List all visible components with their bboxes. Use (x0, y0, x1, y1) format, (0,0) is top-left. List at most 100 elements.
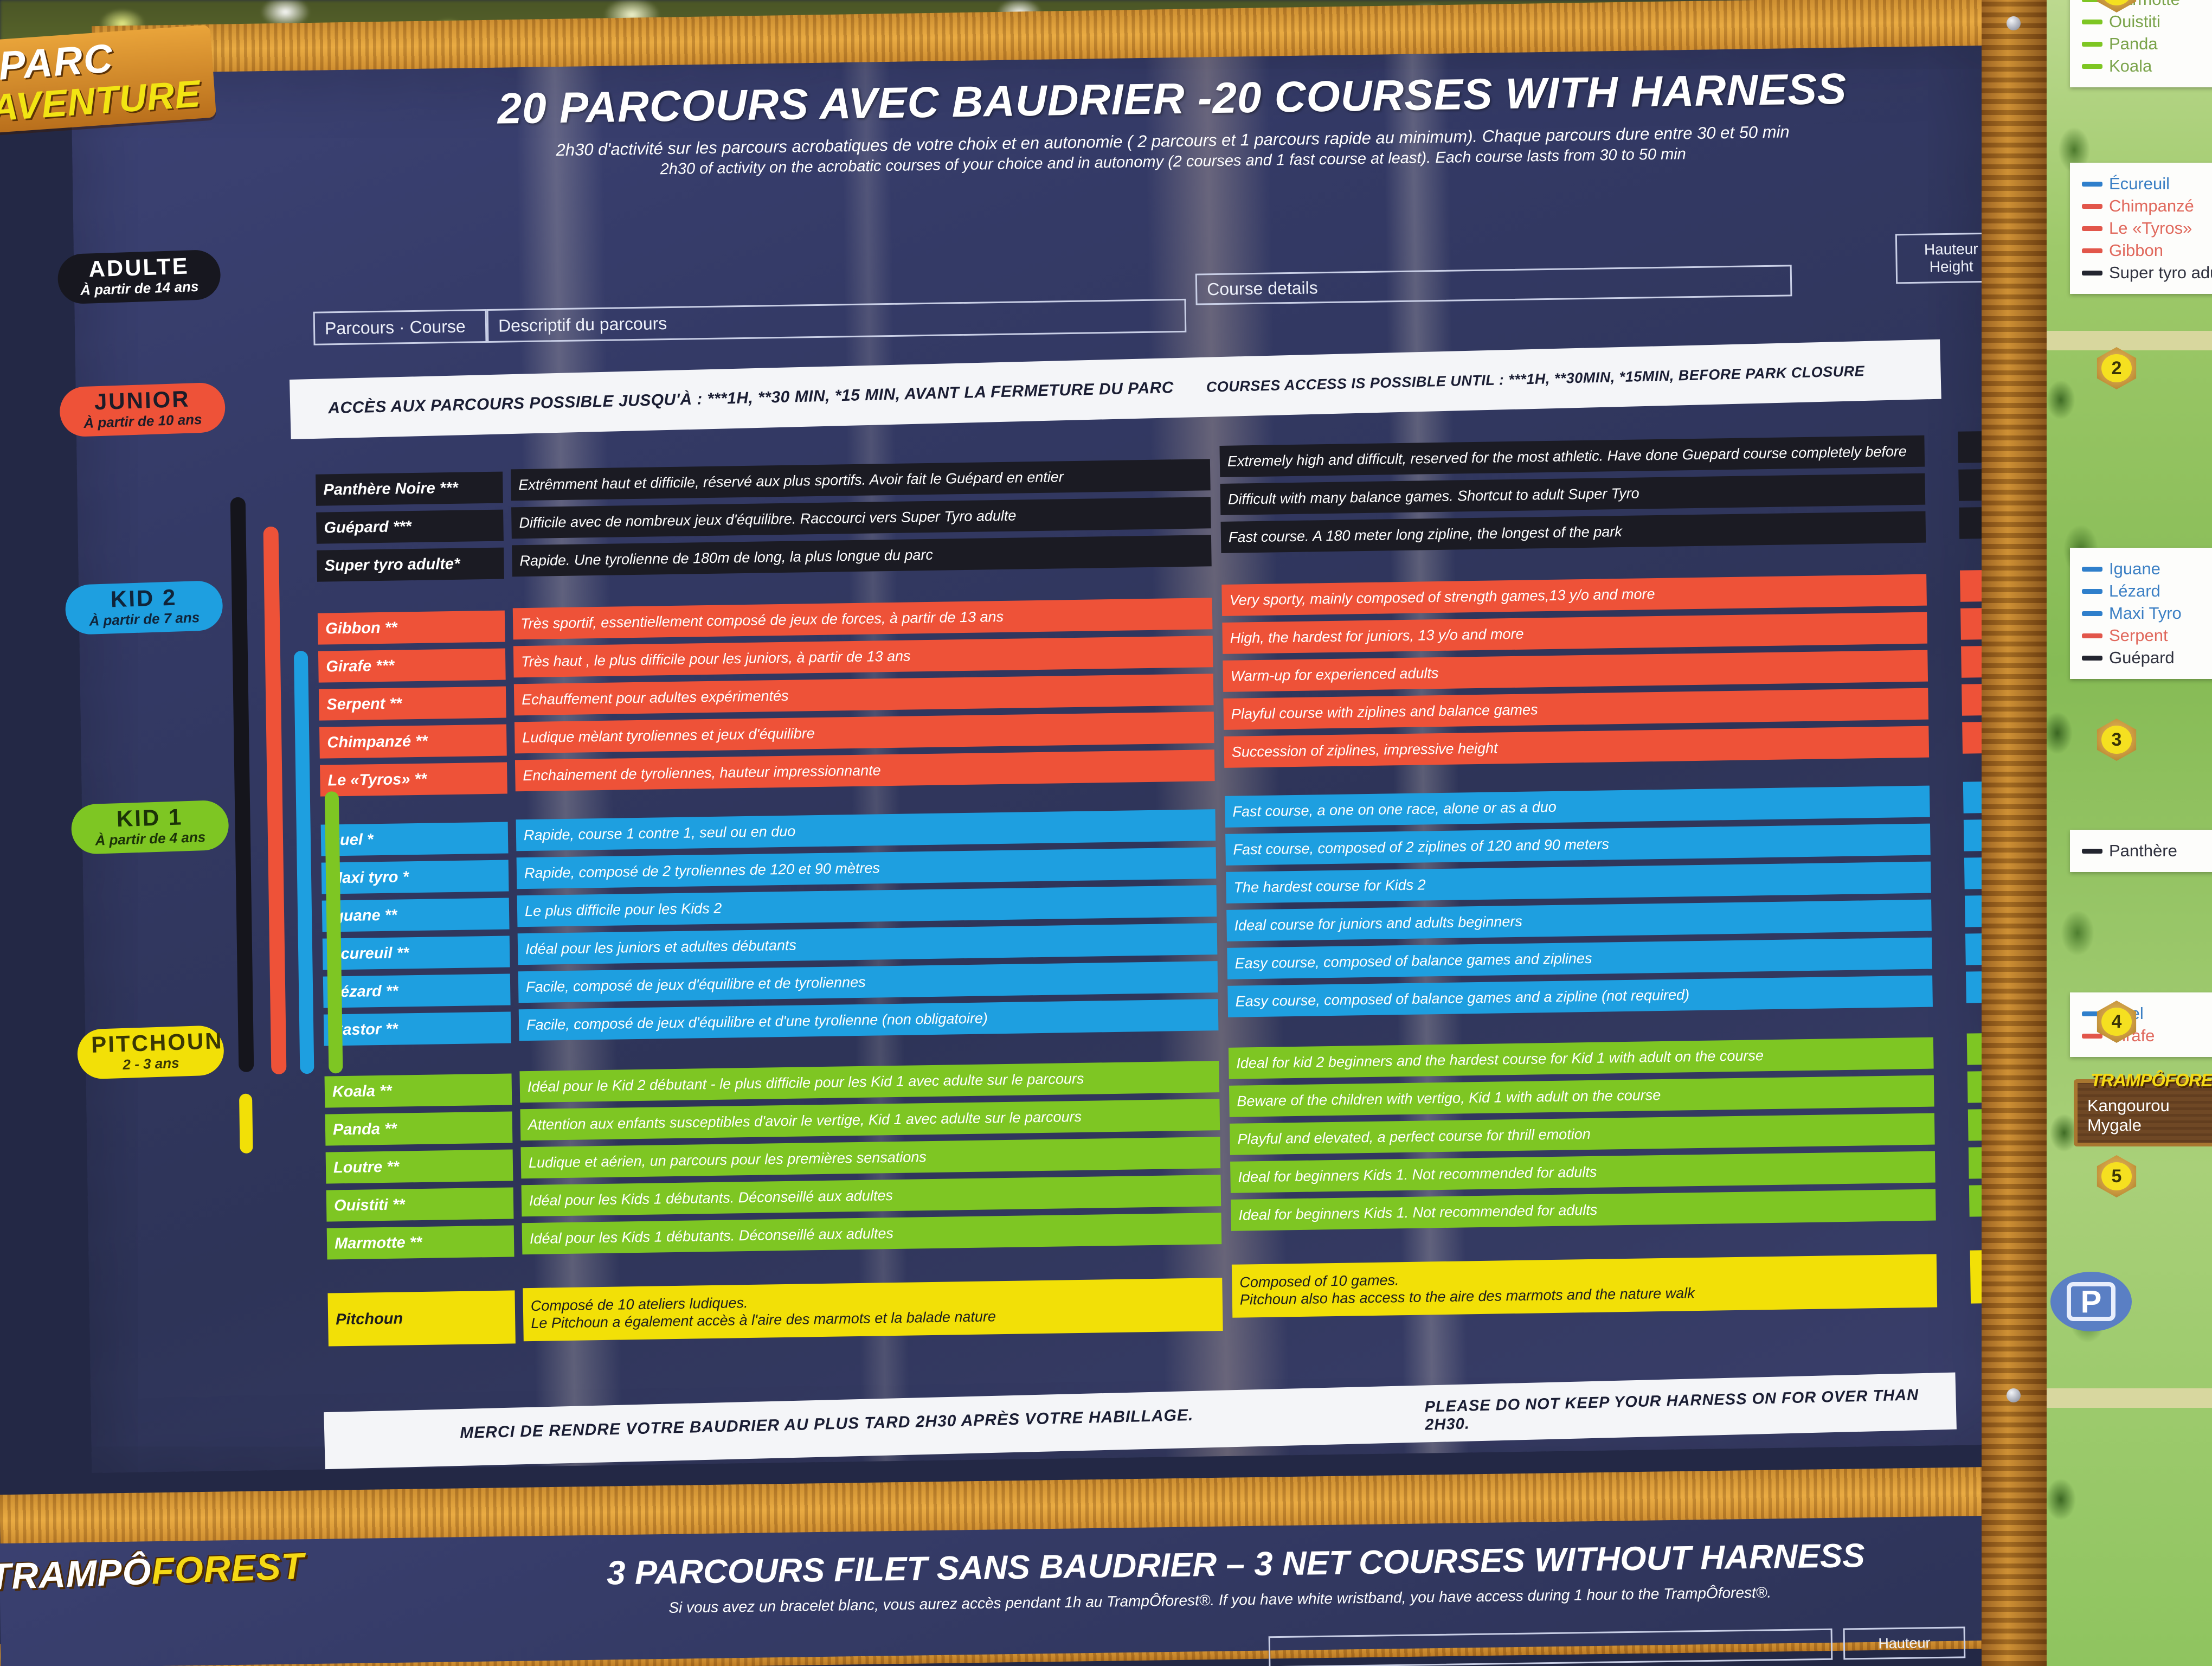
course-details-cell: Ideal for beginners Kids 1. Not recommen… (1231, 1189, 1936, 1231)
legend-dash-icon (2082, 248, 2102, 253)
legend-dash-icon (2082, 203, 2102, 209)
legend-dash-icon (2082, 0, 2102, 2)
course-description-cell: Enchainement de tyroliennes, hauteur imp… (515, 749, 1215, 792)
map-legend-label: Gibbon (2109, 241, 2163, 260)
category-age: À partir de 14 ans (80, 278, 199, 299)
course-details-cell: Playful and elevated, a perfect course f… (1230, 1113, 1935, 1155)
legend-dash-icon (2082, 848, 2102, 854)
trampoforest-title: 3 PARCOURS FILET SANS BAUDRIER – 3 NET C… (606, 1537, 1866, 1592)
course-details-cell: Easy course, composed of balance games a… (1227, 975, 1933, 1017)
legend-dash-icon (2082, 270, 2102, 275)
course-name-cell: Loutre ** (325, 1149, 513, 1184)
map-legend-item: Koala (2082, 56, 2212, 76)
course-name-cell: Duel * (320, 822, 509, 856)
category-name: KID 1 (116, 804, 184, 832)
course-description-cell: Attention aux enfants susceptibles d'avo… (520, 1099, 1220, 1141)
course-details-cell: Ideal for kid 2 beginners and the hardes… (1228, 1037, 1934, 1079)
map-legend-label: Mygale (2087, 1116, 2142, 1135)
course-name-cell: Panthère Noire *** (316, 471, 503, 506)
map-legend-label: Guépard (2109, 648, 2175, 667)
course-details-cell: Beware of the children with vertigo, Kid… (1229, 1075, 1934, 1117)
course-details-cell: Extremely high and difficult, reserved f… (1219, 435, 1925, 477)
map-legend-label: Écureuil (2109, 174, 2170, 193)
map-marker-number: 5 (2101, 1162, 2132, 1190)
parking-icon: P (2050, 1272, 2132, 1331)
age-category-legend: ADULTE À partir de 14 ans JUNIOR À parti… (57, 249, 343, 1154)
course-name-cell: Gibbon ** (317, 610, 505, 645)
map-legend-label: Super tyro adulte (2109, 263, 2212, 282)
legend-dash-icon (2082, 1011, 2102, 1016)
map-marker-number: 3 (2101, 726, 2132, 754)
map-legend-label: Serpent (2109, 626, 2168, 645)
course-details-cell: Succession of ziplines, impressive heigh… (1224, 726, 1930, 768)
map-path (2044, 1388, 2212, 1408)
legend-dash-icon (2082, 655, 2102, 661)
course-name-cell: Panda ** (325, 1111, 513, 1146)
map-legend-label: Le «Tyros» (2109, 219, 2192, 238)
screw-icon (2007, 1388, 2021, 1402)
course-name-cell: Serpent ** (318, 686, 506, 721)
harness-courses-panel: 20 PARCOURS AVEC BAUDRIER -20 COURSES WI… (57, 45, 2061, 1473)
course-description-cell: Idéal pour les Kids 1 débutants. Déconse… (521, 1175, 1221, 1217)
category-badge-pitchoun: PITCHOUN 2 - 3 ans (76, 1025, 225, 1080)
map-legend-label: Chimpanzé (2109, 196, 2194, 215)
map-legend-item: Le «Tyros» (2082, 219, 2212, 238)
harness-return-notice-en: PLEASE DO NOT KEEP YOUR HARNESS ON FOR O… (1424, 1386, 1919, 1434)
legend-dash-icon (2082, 588, 2102, 594)
course-name-cell: Maxi tyro * (321, 860, 509, 894)
access-notice-band: ACCÈS AUX PARCOURS POSSIBLE JUSQU'À : **… (290, 339, 1941, 439)
category-badge-kid2: KID 2 À partir de 7 ans (65, 580, 224, 636)
column-header-details: Course details (1195, 265, 1792, 305)
trampoforest-logo-part1: TRAMPÔ (0, 1550, 152, 1598)
wooden-post (1982, 0, 2047, 1666)
course-description-cell: Idéal pour les juniors et adultes débuta… (517, 923, 1218, 965)
park-map-panel: 1MarmotteOuistitiPandaKoala2ÉcureuilChim… (2044, 0, 2212, 1666)
course-name-cell: Girafe *** (318, 648, 506, 683)
course-details-cell: Very sporty, mainly composed of strength… (1221, 574, 1927, 616)
map-legend-item: Écureuil (2082, 174, 2212, 194)
course-details-cell: High, the hardest for juniors, 13 y/o an… (1222, 612, 1928, 654)
legend-dash-icon (2082, 63, 2102, 69)
category-name: KID 2 (110, 584, 178, 612)
map-legend-item: Panthère (2082, 841, 2212, 861)
harness-return-notice: MERCI DE RENDRE VOTRE BAUDRIER AU PLUS T… (324, 1372, 1957, 1470)
course-description-cell: Ludique mèlant tyroliennes et jeux d'équ… (514, 712, 1214, 754)
panel-header: 20 PARCOURS AVEC BAUDRIER -20 COURSES WI… (385, 62, 1959, 183)
map-legend-item: Lézard (2082, 581, 2212, 601)
map-legend-label: Kangourou (2087, 1096, 2170, 1115)
course-description-cell: Composé de 10 ateliers ludiques. Le Pitc… (523, 1278, 1223, 1342)
legend-dash-icon (2082, 611, 2102, 616)
course-description-cell: Ludique et aérien, un parcours pour les … (520, 1137, 1221, 1179)
legend-dash-icon (2082, 41, 2102, 47)
category-badge-kid1: KID 1 À partir de 4 ans (70, 799, 230, 855)
legend-dash-icon (2082, 566, 2102, 572)
height-bar-kid2 (293, 650, 314, 1074)
map-marker-number: 2 (2101, 354, 2132, 382)
harness-return-notice-fr: MERCI DE RENDRE VOTRE BAUDRIER AU PLUS T… (459, 1406, 1194, 1443)
course-name-cell: Guépard *** (316, 509, 504, 544)
column-header-height-fr: Hauteur (1924, 240, 1978, 258)
course-details-cell: Ideal course for juniors and adults begi… (1226, 899, 1932, 941)
table-row: Panthère Noire *** Extrêmment haut et dif… (316, 430, 2048, 506)
map-legend-item: Kangourou (2087, 1096, 2211, 1116)
course-description-cell: Idéal pour les Kids 1 débutants. Déconse… (522, 1213, 1222, 1255)
map-legend-label: Panthère (2109, 841, 2177, 860)
map-legend-item: Maxi Tyro (2082, 604, 2212, 623)
map-legend-group-1: MarmotteOuistitiPandaKoala (2070, 0, 2212, 87)
course-details-cell: Difficult with many balance games. Short… (1220, 473, 1926, 515)
legend-dash-icon (2082, 19, 2102, 24)
course-name-cell: Pitchoun (327, 1290, 516, 1347)
table-column-headers: Parcours · Course Descriptif du parcours… (313, 232, 2008, 345)
course-description-cell: Rapide. Une tyrolienne de 180m de long, … (512, 535, 1212, 577)
parking-letter: P (2067, 1282, 2115, 1321)
category-age: À partir de 4 ans (95, 829, 206, 849)
course-description-cell: Rapide, course 1 contre 1, seul ou en du… (516, 809, 1216, 851)
access-notice-en: COURSES ACCESS IS POSSIBLE UNTIL : ***1H… (1206, 362, 1865, 395)
trampoforest-logo: TRAMPÔFOREST (0, 1541, 424, 1637)
category-age: À partir de 7 ans (89, 609, 200, 629)
map-path (2044, 331, 2212, 350)
course-description-cell: Facile, composé de jeux d'équilibre et d… (518, 999, 1219, 1041)
course-details-cell: Fast course, a one on one race, alone or… (1225, 785, 1930, 828)
course-name-cell: Ouistiti ** (326, 1187, 514, 1222)
